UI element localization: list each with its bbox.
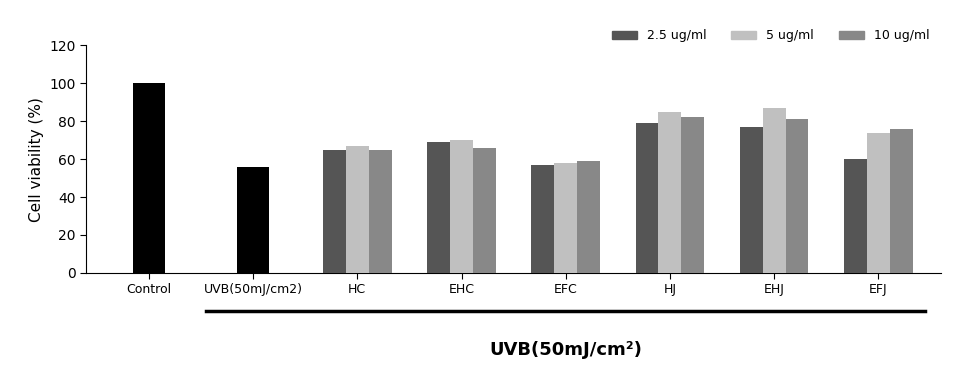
Bar bbox=[636, 123, 659, 273]
Bar bbox=[785, 119, 808, 273]
Bar bbox=[682, 117, 705, 273]
Text: UVB(50mJ/cm²): UVB(50mJ/cm²) bbox=[490, 341, 642, 359]
Bar bbox=[133, 83, 164, 273]
Bar bbox=[867, 133, 890, 273]
Bar bbox=[323, 150, 346, 273]
Bar bbox=[740, 127, 762, 273]
Bar bbox=[762, 108, 785, 273]
Bar bbox=[577, 161, 600, 273]
Bar bbox=[531, 165, 554, 273]
Bar bbox=[369, 150, 392, 273]
Bar bbox=[554, 163, 577, 273]
Bar bbox=[346, 146, 369, 273]
Bar bbox=[844, 159, 867, 273]
Bar bbox=[427, 142, 450, 273]
Bar bbox=[890, 129, 913, 273]
Bar bbox=[473, 148, 496, 273]
Y-axis label: Cell viability (%): Cell viability (%) bbox=[29, 97, 44, 222]
Bar bbox=[450, 140, 473, 273]
Bar bbox=[659, 112, 682, 273]
Bar bbox=[237, 167, 269, 273]
Legend: 2.5 ug/ml, 5 ug/ml, 10 ug/ml: 2.5 ug/ml, 5 ug/ml, 10 ug/ml bbox=[607, 24, 934, 47]
